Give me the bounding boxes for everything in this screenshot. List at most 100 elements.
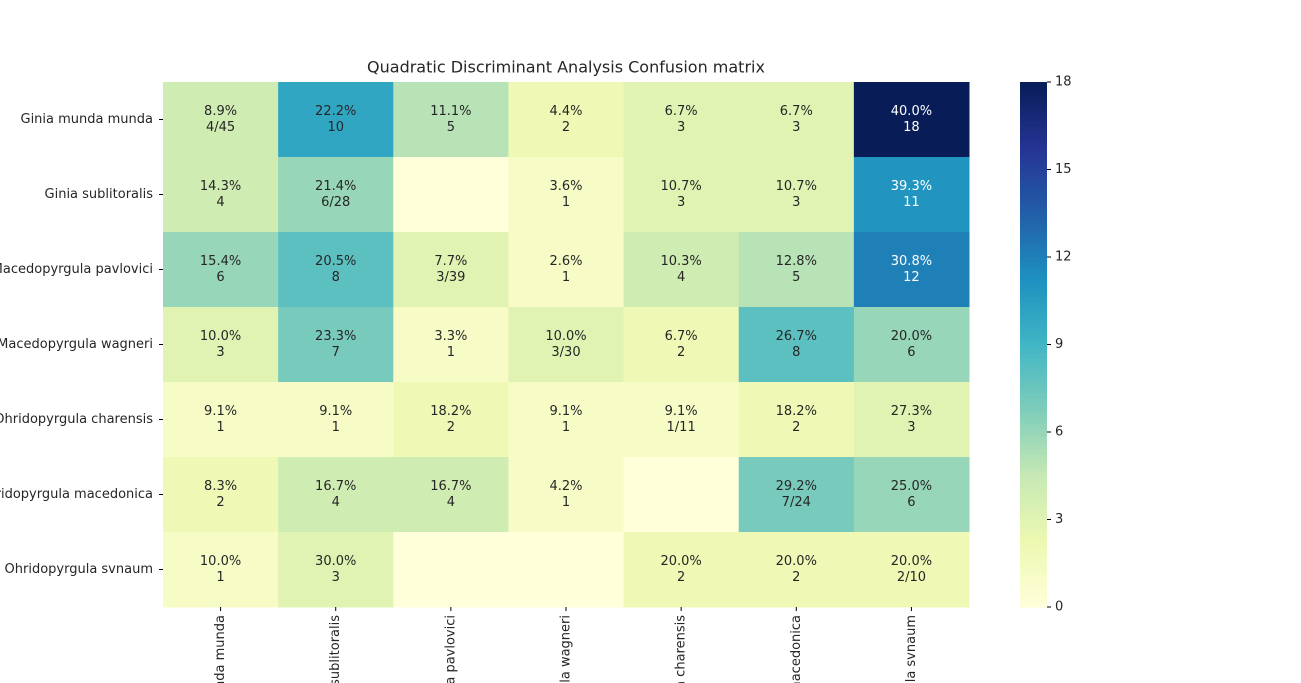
cell-label: 2 [447,420,455,435]
colorbar-band [1020,545,1047,551]
heatmap-cell [623,457,740,533]
colorbar-band [1020,375,1047,381]
heatmap-cell [738,457,855,533]
colorbar-band [1020,445,1047,451]
cell-label: 1 [562,495,570,510]
cell-label: 4.2% [549,479,582,494]
heatmap-cell [738,82,855,158]
cell-label: 6.7% [665,329,698,344]
y-tick-label: Ginia munda munda [21,112,154,127]
colorbar-band [1020,340,1047,346]
colorbar-band [1020,436,1047,442]
colorbar-band [1020,95,1047,101]
cell-label: 3 [792,195,800,210]
colorbar-band [1020,484,1047,490]
cell-label: 2 [216,495,224,510]
cell-label: 21.4% [315,179,356,194]
cell-label: 3 [332,570,340,585]
colorbar-tick-label: 6 [1055,425,1063,440]
cell-label: 4 [447,495,455,510]
heatmap-cell [278,457,394,533]
cell-label: 1 [332,420,340,435]
colorbar-band [1020,580,1047,586]
colorbar-band [1020,550,1047,556]
cell-label: 4 [216,195,224,210]
heatmap-cell [508,532,625,608]
colorbar-band [1020,427,1047,433]
cell-label: 1 [216,420,224,435]
colorbar-band [1020,344,1047,350]
heatmap-cell [163,82,279,158]
cell-label: 29.2% [776,479,817,494]
colorbar-band [1020,558,1047,564]
cell-label: 3/39 [436,270,465,285]
heatmap-cell [738,157,855,233]
colorbar-band [1020,462,1047,468]
colorbar-band [1020,370,1047,376]
colorbar-band [1020,257,1047,262]
heatmap-cell [738,382,855,458]
colorbar-band [1020,178,1047,184]
heatmap-cell [508,157,625,233]
x-tick-label: Macedopyrgula pavlovici [443,615,458,683]
colorbar-tick-label: 15 [1055,162,1072,177]
cell-label: 25.0% [891,479,932,494]
cell-label: 30.0% [315,554,356,569]
colorbar-band [1020,467,1047,472]
colorbar-band [1020,117,1047,122]
cell-label: 20.5% [315,254,356,269]
colorbar-band [1020,274,1047,280]
cell-label: 9.1% [549,404,582,419]
colorbar-band [1020,598,1047,604]
y-tick-label: Ohridopyrgula charensis [0,412,153,427]
heatmap-cell [393,382,509,458]
x-tick-label: Ohridopyrgula svnaum [904,615,919,683]
cell-label: 3.6% [549,179,582,194]
colorbar-band [1020,423,1047,429]
colorbar-band [1020,418,1047,424]
cell-label: 1 [562,195,570,210]
colorbar-band [1020,204,1047,210]
colorbar-band [1020,156,1047,162]
heatmap-cell [163,232,279,308]
cell-label: 20.0% [660,554,701,569]
heatmap-cell [508,307,625,383]
x-tick-label: Ginia munda munda [213,615,228,683]
colorbar-band [1020,134,1047,140]
cell-label: 10.0% [545,329,586,344]
colorbar-band [1020,497,1047,503]
colorbar-band [1020,248,1047,254]
cell-label: 1 [562,270,570,285]
cell-label: 7 [332,345,340,360]
heatmap-cell [508,457,625,533]
cell-label: 30.8% [891,254,932,269]
cell-label: 2 [792,420,800,435]
colorbar-band [1020,528,1047,534]
cell-label: 2 [677,570,685,585]
colorbar-band [1020,397,1047,402]
colorbar-band [1020,173,1047,179]
heatmap-cell [278,307,394,383]
colorbar-band [1020,121,1047,127]
colorbar-band [1020,510,1047,516]
colorbar-band [1020,392,1047,398]
colorbar-band [1020,278,1047,284]
colorbar-band [1020,506,1047,512]
cell-label: 10.0% [200,329,241,344]
cell-label: 1/11 [667,420,696,435]
colorbar-band [1020,195,1047,201]
colorbar-band [1020,239,1047,245]
cell-label: 3 [677,120,685,135]
cell-label: 4/45 [206,120,235,135]
colorbar-band [1020,357,1047,363]
cell-label: 7/24 [782,495,811,510]
colorbar-band [1020,593,1047,599]
cell-label: 8 [332,270,340,285]
cell-label: 5 [792,270,800,285]
cell-label: 9.1% [319,404,352,419]
colorbar-band [1020,379,1047,385]
cell-label: 2.6% [549,254,582,269]
colorbar-band [1020,537,1047,542]
colorbar-tick-label: 0 [1055,600,1063,615]
colorbar-band [1020,563,1047,569]
